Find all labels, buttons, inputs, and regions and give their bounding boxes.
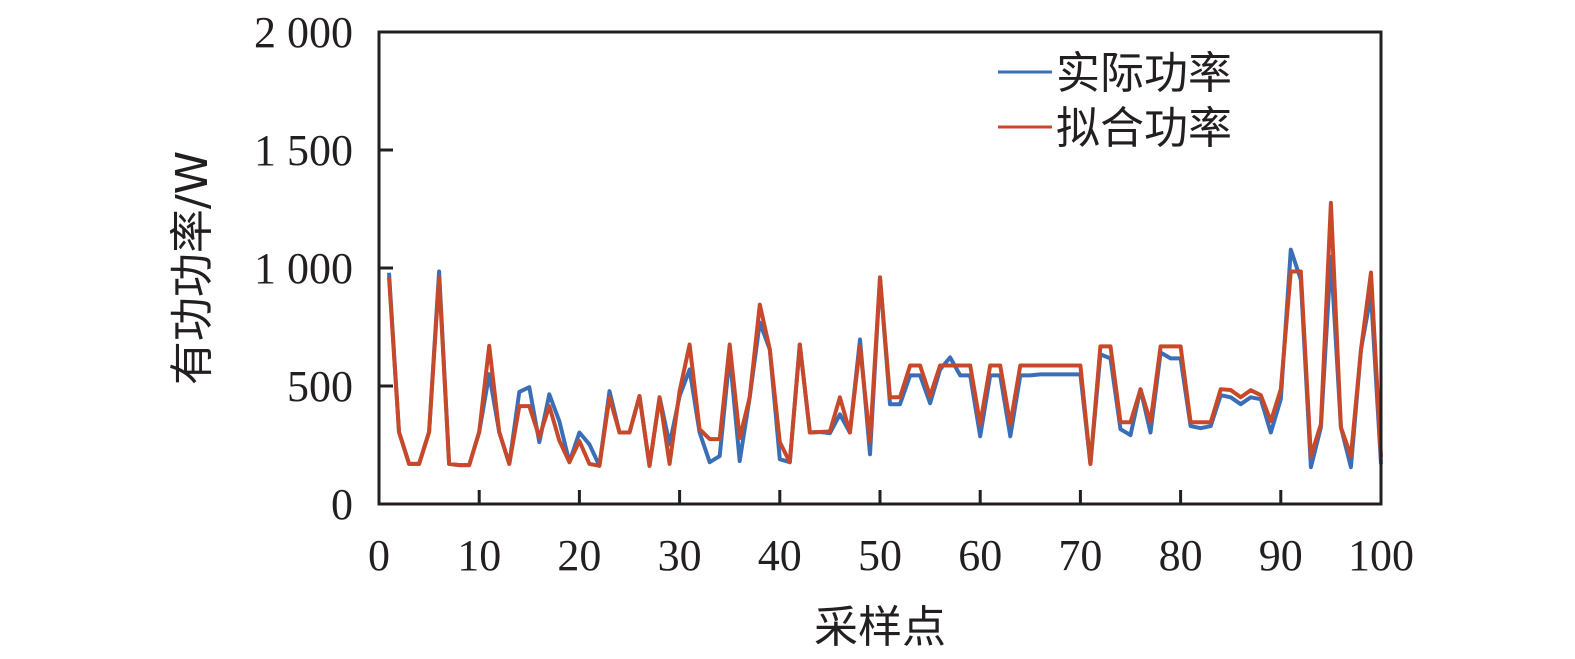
y-tick-label: 0 [331,480,353,529]
y-tick-label: 500 [287,362,353,411]
x-tick-label: 100 [1348,531,1414,580]
y-axis-title: 有功功率/W [167,151,218,385]
x-tick-label: 20 [557,531,601,580]
x-tick-label: 70 [1058,531,1102,580]
plot-area [387,200,1383,470]
x-axis-title: 采样点 [814,602,946,653]
x-tick-label: 40 [758,531,802,580]
legend-label: 实际功率 [1056,48,1232,99]
y-tick-label: 1 000 [254,244,353,293]
x-tick-label: 50 [858,531,902,580]
x-tick-label: 30 [658,531,702,580]
x-tick-label: 10 [457,531,501,580]
plot-frame [377,30,1383,506]
x-tick-label: 60 [958,531,1002,580]
series-fitted-power-line [387,200,1383,468]
y-axis-ticks: 0 500 1 000 1 500 2 000 [254,8,393,529]
x-axis-ticks: 0 10 20 30 40 50 60 70 80 90 100 [368,490,1414,580]
y-tick-label: 1 500 [254,126,353,175]
legend-label: 拟合功率 [1056,103,1232,154]
x-tick-label: 90 [1259,531,1303,580]
y-tick-label: 2 000 [254,8,353,57]
x-tick-label: 80 [1159,531,1203,580]
svg-text:有功功率/W: 有功功率/W [167,151,218,385]
x-tick-label: 0 [368,531,390,580]
